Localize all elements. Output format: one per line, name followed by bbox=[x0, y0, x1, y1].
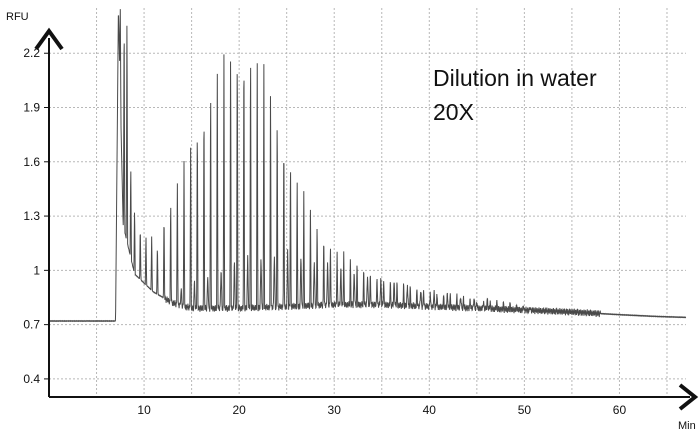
y-tick-label: 0.7 bbox=[23, 318, 40, 332]
annotation-line-1: Dilution in water bbox=[433, 65, 597, 91]
x-tick-labels: 10 20 30 40 50 60 bbox=[137, 403, 626, 417]
x-tick-label: 20 bbox=[232, 403, 246, 417]
x-tick-label: 10 bbox=[137, 403, 151, 417]
grid-lines bbox=[44, 8, 686, 397]
x-tick-label: 60 bbox=[613, 403, 627, 417]
y-tick-labels: 0.4 0.7 1 1.3 1.6 1.9 2.2 bbox=[23, 46, 40, 386]
y-tick-label: 1 bbox=[33, 263, 40, 277]
y-axis-title: RFU bbox=[6, 11, 29, 23]
chromatogram-line bbox=[48, 9, 687, 323]
y-tick-label: 2.2 bbox=[23, 46, 40, 60]
y-tick-label: 0.4 bbox=[23, 372, 40, 386]
axes bbox=[34, 27, 699, 411]
x-tick-label: 30 bbox=[328, 403, 342, 417]
y-tick-label: 1.6 bbox=[23, 155, 40, 169]
x-axis-title: Min bbox=[678, 420, 696, 432]
chromatogram-trace bbox=[48, 9, 687, 323]
y-axis-arrowhead bbox=[34, 27, 64, 51]
x-tick-label: 40 bbox=[423, 403, 437, 417]
x-tick-label: 50 bbox=[518, 403, 532, 417]
y-tick-label: 1.3 bbox=[23, 209, 40, 223]
annotation-line-2: 20X bbox=[433, 99, 474, 125]
x-axis-arrowhead bbox=[678, 383, 699, 411]
y-tick-label: 1.9 bbox=[23, 101, 40, 115]
